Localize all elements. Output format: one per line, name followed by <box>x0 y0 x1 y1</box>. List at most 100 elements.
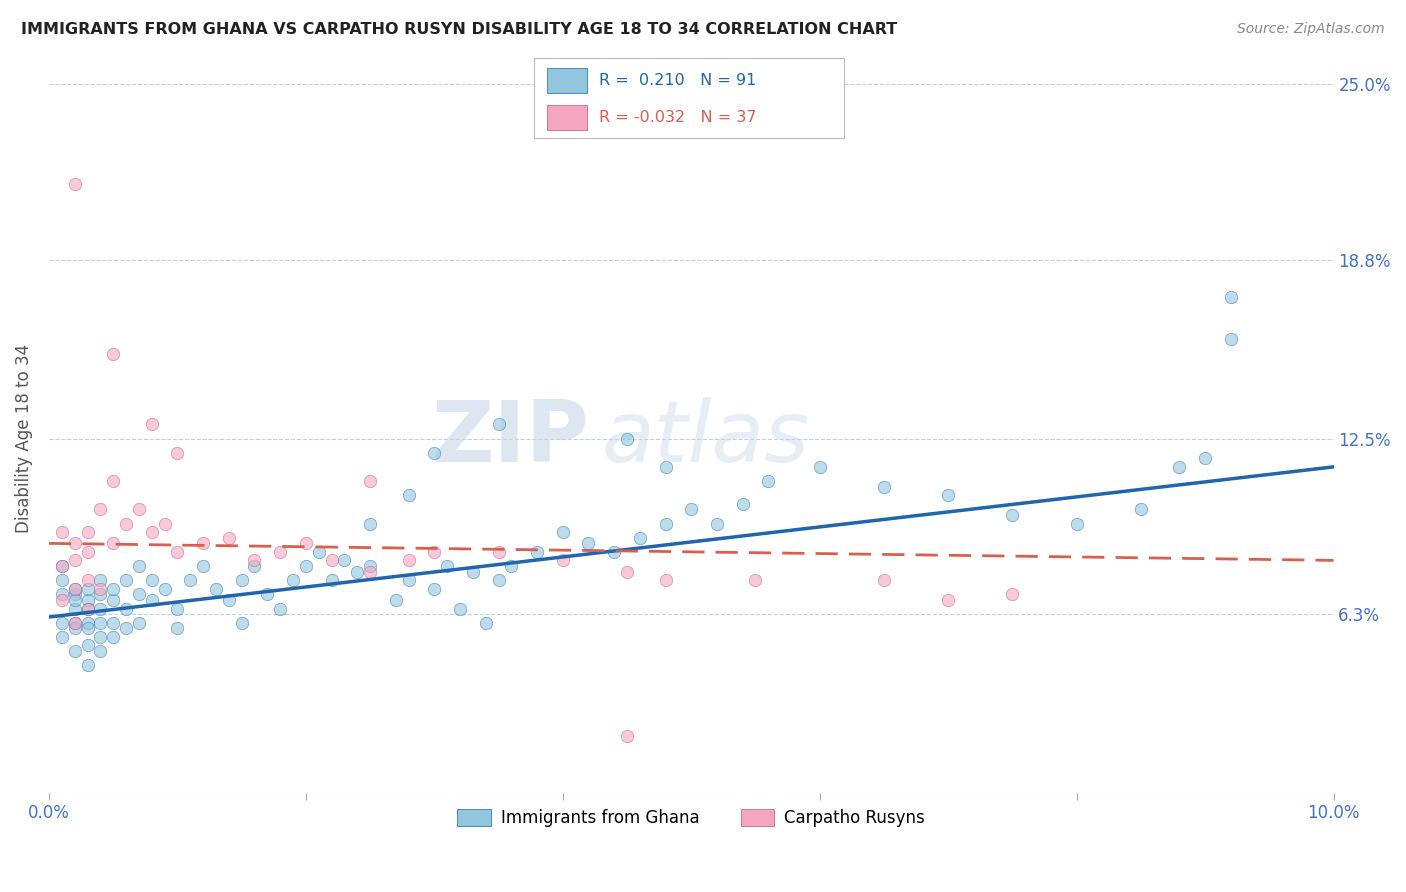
Point <box>243 559 266 574</box>
Point <box>488 573 510 587</box>
Point <box>103 593 125 607</box>
Point <box>616 432 638 446</box>
Point <box>281 573 304 587</box>
Point <box>321 573 343 587</box>
Point <box>76 638 98 652</box>
Point <box>269 545 291 559</box>
Point <box>103 474 125 488</box>
Point <box>89 644 111 658</box>
Point <box>218 531 240 545</box>
Point <box>385 593 408 607</box>
Point <box>76 593 98 607</box>
Point <box>76 601 98 615</box>
Point <box>63 582 86 596</box>
Point <box>744 573 766 587</box>
Point <box>76 621 98 635</box>
Point <box>51 630 73 644</box>
Point <box>1194 451 1216 466</box>
Point <box>76 524 98 539</box>
Point <box>89 630 111 644</box>
Point <box>128 587 150 601</box>
Point <box>423 446 446 460</box>
Point <box>616 565 638 579</box>
Point <box>423 545 446 559</box>
Point <box>654 516 676 531</box>
Point <box>166 446 188 460</box>
Legend: Immigrants from Ghana, Carpatho Rusyns: Immigrants from Ghana, Carpatho Rusyns <box>451 803 932 834</box>
Point <box>449 601 471 615</box>
Point <box>103 615 125 630</box>
Point <box>359 565 381 579</box>
Point <box>256 587 278 601</box>
Point <box>89 587 111 601</box>
Text: atlas: atlas <box>602 397 810 480</box>
Point <box>936 593 959 607</box>
Point <box>103 630 125 644</box>
Point <box>461 565 484 579</box>
Text: IMMIGRANTS FROM GHANA VS CARPATHO RUSYN DISABILITY AGE 18 TO 34 CORRELATION CHAR: IMMIGRANTS FROM GHANA VS CARPATHO RUSYN … <box>21 22 897 37</box>
Point <box>103 536 125 550</box>
Point <box>654 573 676 587</box>
FancyBboxPatch shape <box>547 68 586 94</box>
Point <box>398 573 420 587</box>
Point <box>89 615 111 630</box>
Point <box>141 593 163 607</box>
Point <box>89 502 111 516</box>
Point <box>488 545 510 559</box>
Point <box>63 601 86 615</box>
Point <box>243 553 266 567</box>
Point <box>63 536 86 550</box>
Point <box>398 488 420 502</box>
Point <box>269 601 291 615</box>
Point <box>115 516 138 531</box>
Point <box>603 545 626 559</box>
Point <box>756 474 779 488</box>
Point <box>873 573 896 587</box>
Y-axis label: Disability Age 18 to 34: Disability Age 18 to 34 <box>15 344 32 533</box>
Point <box>103 582 125 596</box>
Point <box>141 524 163 539</box>
Point <box>578 536 600 550</box>
Point <box>63 615 86 630</box>
Point <box>166 621 188 635</box>
Point <box>51 587 73 601</box>
Point <box>51 524 73 539</box>
Point <box>1219 332 1241 346</box>
Point <box>191 536 214 550</box>
Point <box>63 615 86 630</box>
Point <box>76 545 98 559</box>
Point <box>346 565 368 579</box>
Point <box>76 615 98 630</box>
Point <box>1129 502 1152 516</box>
Point <box>76 573 98 587</box>
Point <box>115 621 138 635</box>
Point <box>51 593 73 607</box>
Point <box>398 553 420 567</box>
Point <box>153 516 176 531</box>
Point <box>551 524 574 539</box>
Point <box>89 601 111 615</box>
Point <box>51 559 73 574</box>
Point <box>1001 587 1024 601</box>
Point <box>63 177 86 191</box>
Point <box>1219 290 1241 304</box>
Point <box>706 516 728 531</box>
Point <box>76 582 98 596</box>
Point <box>936 488 959 502</box>
Point <box>436 559 458 574</box>
Point <box>51 573 73 587</box>
Point <box>873 480 896 494</box>
Text: Source: ZipAtlas.com: Source: ZipAtlas.com <box>1237 22 1385 37</box>
Point <box>128 502 150 516</box>
Point <box>1066 516 1088 531</box>
Point <box>115 601 138 615</box>
Point <box>63 582 86 596</box>
Point <box>231 573 253 587</box>
Point <box>474 615 496 630</box>
Point <box>89 582 111 596</box>
Point <box>115 573 138 587</box>
Point <box>51 559 73 574</box>
Point <box>359 474 381 488</box>
Point <box>63 593 86 607</box>
Text: R = -0.032   N = 37: R = -0.032 N = 37 <box>599 110 756 125</box>
